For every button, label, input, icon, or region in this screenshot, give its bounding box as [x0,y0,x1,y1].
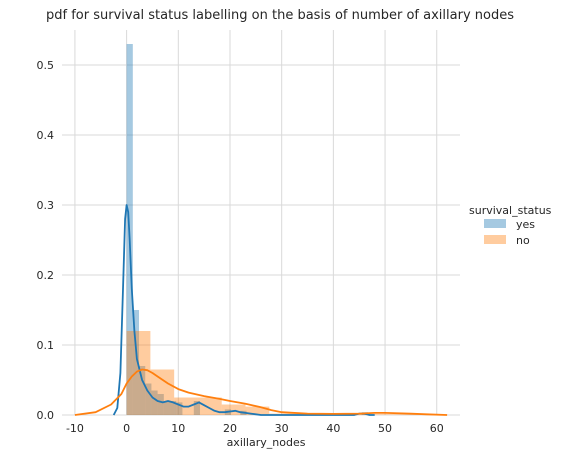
x-tick-label: 40 [326,422,340,435]
x-tick-label: 60 [430,422,444,435]
histogram-layer [126,44,448,415]
legend: survival_status yes no [469,204,552,247]
kde-line-no [74,368,448,416]
x-axis-label: axillary_nodes [227,436,306,449]
histogram-bar-yes [132,310,140,415]
x-tick-label: -10 [66,422,84,435]
grid-layer [62,30,460,416]
histogram-bar-yes [151,390,158,415]
legend-label-no: no [516,234,530,247]
legend-entries: yes no [484,218,535,247]
histogram-bar-yes [193,401,201,415]
histogram-bar-no [126,331,151,415]
legend-label-yes: yes [516,218,535,231]
y-tick-label: 0.4 [37,129,55,142]
y-tick-label: 0.3 [37,199,55,212]
histogram-bar-no [364,414,389,415]
histogram-bar-yes [163,401,171,415]
histogram-bar-yes [157,394,164,415]
y-tick-label: 0.2 [37,269,55,282]
legend-title: survival_status [469,204,552,217]
x-tick-label: 20 [223,422,237,435]
histogram-bar-no [221,404,246,415]
histogram-bar-yes [170,401,177,415]
histogram-bar-yes [139,366,146,415]
x-tick-label: 0 [123,422,130,435]
x-tick-label: 30 [275,422,289,435]
y-tick-label: 0.5 [37,59,55,72]
legend-swatch-yes [484,219,506,228]
histogram-bar-yes [145,383,152,415]
histogram-bar-no [388,414,412,415]
y-tick-label: 0.1 [37,339,55,352]
legend-swatch-no [484,235,506,244]
x-tick-label: 50 [378,422,392,435]
y-tick-label: 0.0 [37,409,55,422]
tick-layer: -10 0 10 20 30 40 50 60 0.0 0.1 0.2 0.3 0.4 0.5 [37,59,444,435]
chart-title: pdf for survival status labelling on the… [46,8,514,23]
kde-layer [74,204,448,416]
x-tick-label: 10 [171,422,185,435]
histogram-bar-no [150,369,175,415]
histogram-bar-no [245,406,270,415]
kde-line-yes [112,204,375,416]
histogram-bar-yes [176,402,183,415]
